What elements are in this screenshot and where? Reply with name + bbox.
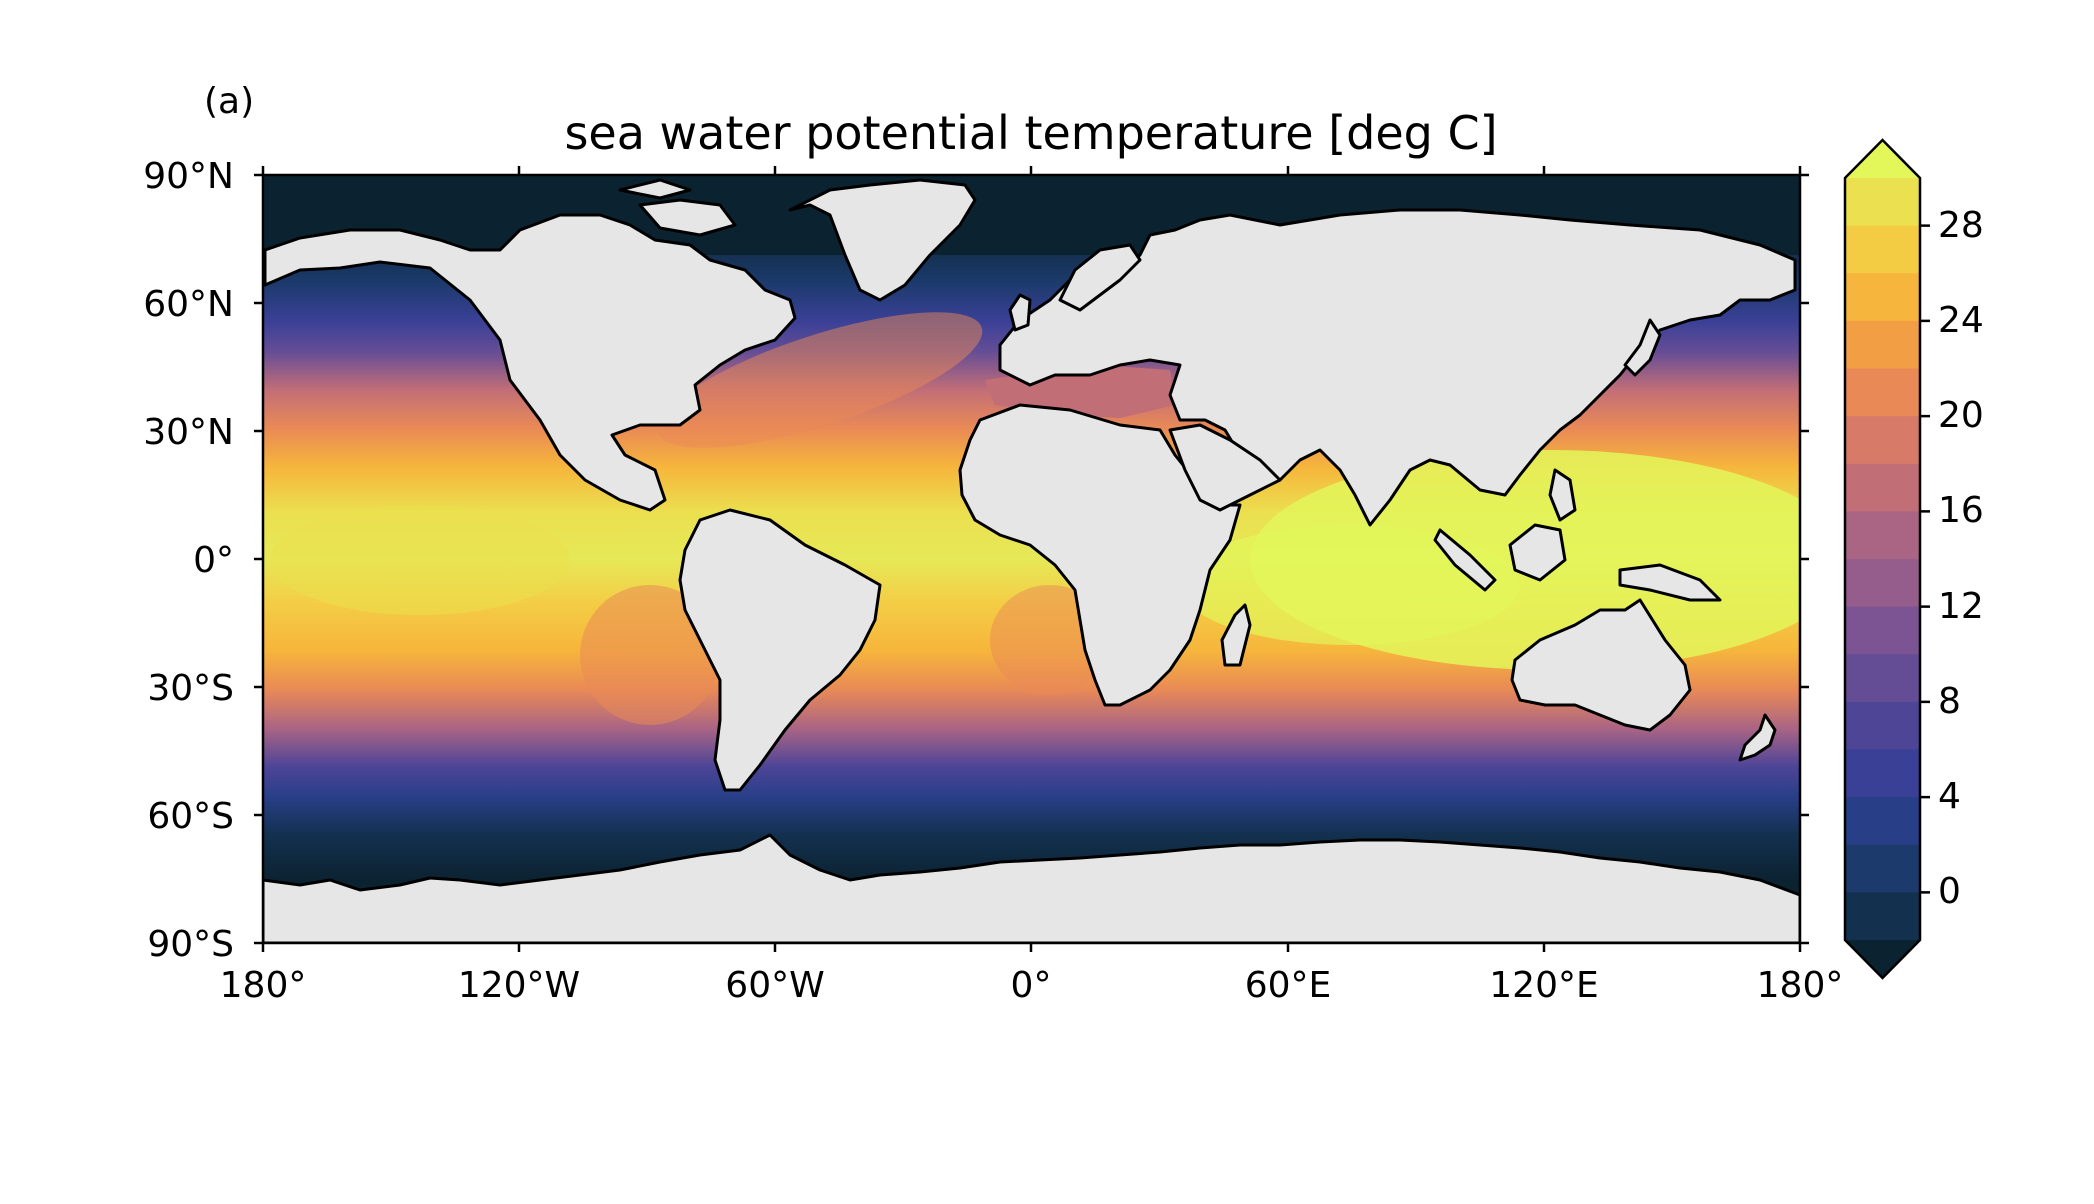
- ocean-field: [263, 175, 1800, 943]
- borneo: [1508, 523, 1567, 582]
- colorbar-level: [1845, 320, 1920, 369]
- lon-tick-label: 180°: [219, 965, 307, 1006]
- greenland: [788, 178, 977, 302]
- lat-tick-label: 90°S: [147, 924, 234, 965]
- lon-tick-label: 60°E: [1244, 965, 1332, 1006]
- colorbar-level: [1845, 701, 1920, 750]
- scandinavia: [1058, 243, 1142, 312]
- gulf-stream: [657, 312, 983, 448]
- colorbar-level: [1845, 844, 1920, 893]
- madagascar: [1220, 603, 1252, 667]
- colorbar-level: [1845, 606, 1920, 655]
- colorbar-level: [1845, 225, 1920, 274]
- colorbar-level: [1845, 368, 1920, 417]
- lat-tick-label: 60°S: [147, 796, 234, 837]
- colorbar-tick-label: 4: [1938, 776, 1961, 818]
- colorbar-tick-label: 24: [1938, 299, 1984, 341]
- colorbar-level: [1845, 749, 1920, 798]
- colorbar-tick-label: 12: [1938, 585, 1984, 627]
- lon-tick-label: 120°W: [457, 965, 581, 1006]
- west-pacific-warm: [270, 505, 570, 615]
- colorbar: [1843, 138, 1930, 980]
- british-isles: [1008, 293, 1032, 332]
- eurasia: [998, 208, 1797, 527]
- colorbar-level: [1845, 416, 1920, 465]
- lon-tick-label: 180°: [1756, 965, 1844, 1006]
- sumatra: [1433, 528, 1497, 592]
- colorbar-tick-label: 28: [1938, 204, 1984, 246]
- lat-tick-label: 90°N: [143, 156, 234, 197]
- colorbar-outline: [1843, 138, 1922, 980]
- africa: [958, 403, 1242, 707]
- lon-tick-label: 120°E: [1489, 965, 1599, 1006]
- humboldt-upwelling: [580, 585, 720, 725]
- arctic-islands: [638, 198, 737, 237]
- colorbar-tick-label: 20: [1938, 395, 1984, 437]
- north-america: [263, 213, 797, 512]
- colorbar-level: [1845, 178, 1920, 227]
- philippines: [1548, 468, 1577, 522]
- colorbar-extend-min: [1845, 940, 1920, 978]
- indian-ocean-warm: [1180, 525, 1520, 645]
- lat-tick-label: 0°: [193, 540, 234, 581]
- colorbar-extend-max: [1845, 140, 1920, 178]
- colorbar-tick-label: 0: [1938, 871, 1961, 913]
- map-title: sea water potential temperature [deg C]: [564, 106, 1498, 160]
- colorbar-level: [1845, 892, 1920, 941]
- arctic-islands-2: [618, 178, 692, 200]
- map-axes: [254, 166, 1809, 952]
- lat-tick-label: 30°N: [143, 412, 234, 453]
- lat-tick-label: 30°S: [147, 668, 234, 709]
- land: [263, 178, 1800, 943]
- lon-tick-label: 0°: [1010, 965, 1052, 1006]
- colorbar-level: [1845, 559, 1920, 608]
- colorbar-level: [1845, 511, 1920, 560]
- lon-tick-label: 60°W: [725, 965, 825, 1006]
- panel-label: (a): [204, 81, 255, 122]
- colorbar-level: [1845, 654, 1920, 703]
- arabia: [1168, 423, 1282, 512]
- japan: [1623, 318, 1662, 377]
- lat-tick-label: 60°N: [143, 284, 234, 325]
- colorbar-tick-label: 8: [1938, 680, 1961, 722]
- australia: [1510, 598, 1692, 732]
- ticks: [254, 166, 1809, 952]
- colorbar-level: [1845, 463, 1920, 512]
- new-zealand: [1738, 713, 1777, 762]
- new-guinea: [1618, 563, 1722, 602]
- south-america: [678, 508, 882, 792]
- colorbar-level: [1845, 797, 1920, 846]
- colorbar-tick-label: 16: [1938, 490, 1984, 532]
- colorbar-level: [1845, 273, 1920, 322]
- antarctica: [263, 833, 1800, 943]
